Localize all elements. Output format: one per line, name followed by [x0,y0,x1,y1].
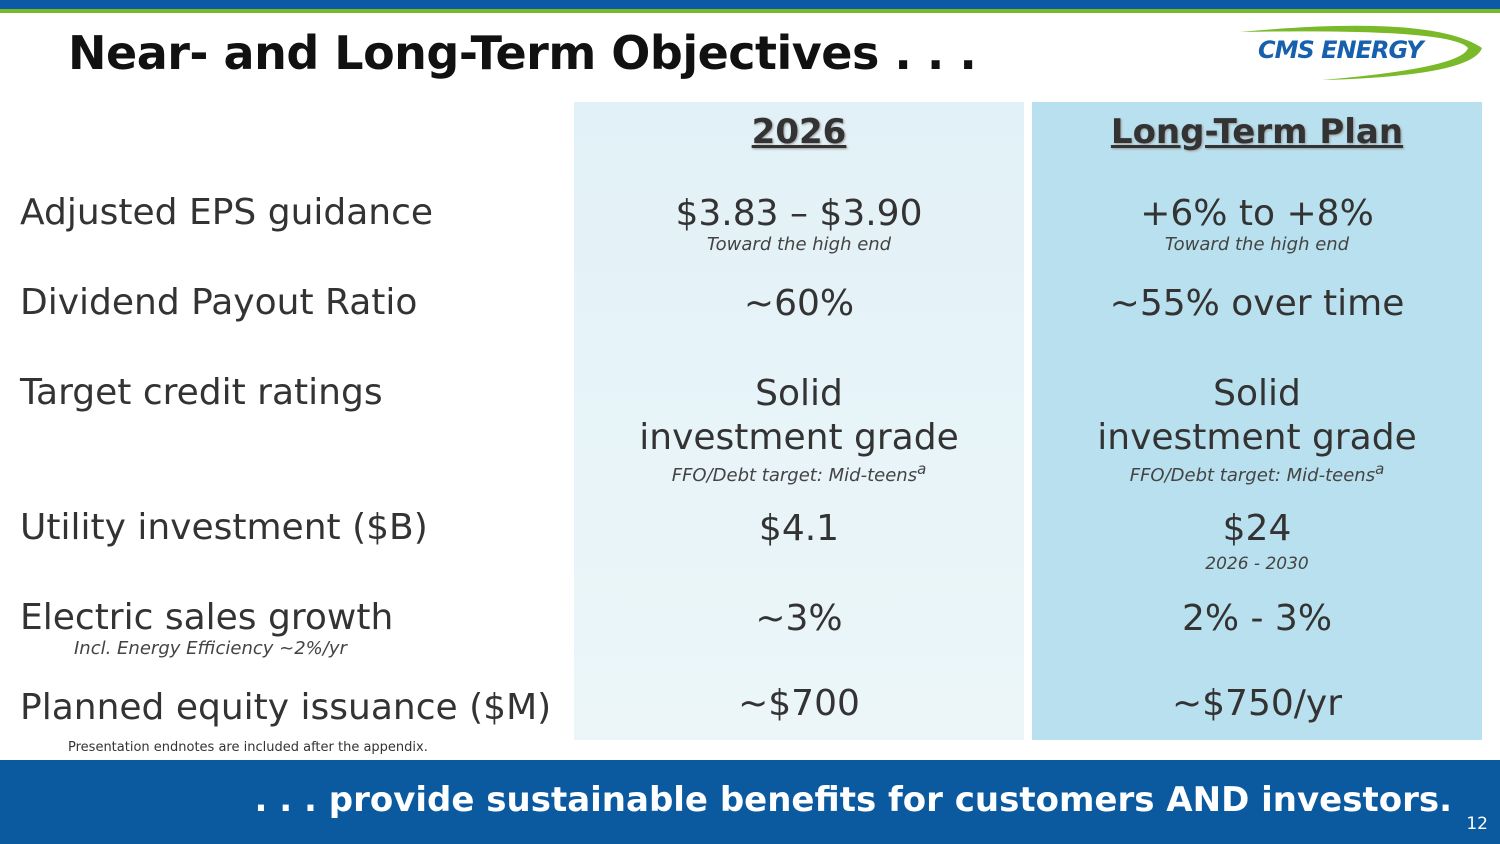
cell-sales-lt: 2% - 3% [1181,598,1333,639]
row-label: Target credit ratings [20,372,383,413]
cell-payout-2026: ~60% [743,283,855,324]
column-long-term [1032,102,1482,740]
row-label: Dividend Payout Ratio [20,282,418,323]
row-label: Planned equity issuance ($M) [20,687,552,728]
row-sublabel: Incl. Energy Efficiency ~2%/yr [74,638,347,659]
cms-energy-logo: CMS ENERGY [1232,18,1488,84]
cell-equity-lt: ~$750/yr [1171,683,1342,724]
cell-eps-2026: $3.83 – $3.90 Toward the high end [675,193,923,255]
cell-payout-lt: ~55% over time [1109,283,1405,324]
cell-eps-lt: +6% to +8% Toward the high end [1140,193,1374,255]
column-header-2026: 2026 [751,112,847,152]
top-blue-bar [0,0,1500,9]
endnote: Presentation endnotes are included after… [68,740,428,755]
cell-equity-2026: ~$700 [738,683,860,724]
cell-investment-2026: $4.1 [758,508,840,549]
cell-sales-2026: ~3% [755,598,843,639]
cell-credit-2026: Solid investment grade FFO/Debt target: Mi… [639,373,959,486]
column-header-long-term: Long-Term Plan [1110,112,1404,152]
row-label: Electric sales growth [20,597,394,638]
cell-investment-lt: $24 2026 - 2030 [1205,508,1309,574]
column-2026 [574,102,1024,740]
row-label: Utility investment ($B) [20,507,428,548]
top-green-bar [0,9,1500,13]
page-title: Near- and Long-Term Objectives . . . [68,26,977,80]
footer-bar: . . . provide sustainable benefits for c… [0,760,1500,844]
page-number: 12 [1466,814,1488,834]
row-label: Adjusted EPS guidance [20,192,434,233]
tagline: . . . provide sustainable benefits for c… [254,780,1452,820]
cell-credit-lt: Solid investment grade FFO/Debt target: Mi… [1097,373,1417,486]
